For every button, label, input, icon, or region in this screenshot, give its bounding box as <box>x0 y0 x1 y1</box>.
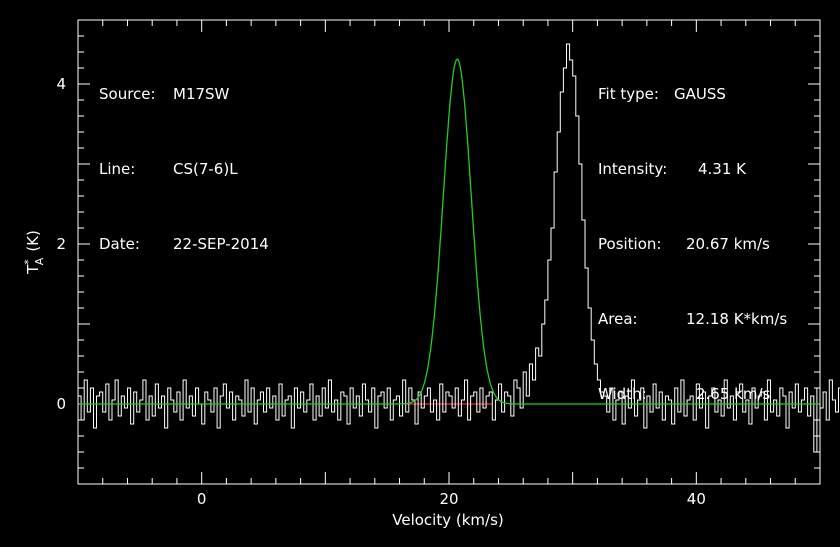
info-date-value: 22-SEP-2014 <box>173 235 269 253</box>
info-fit-type: Fit type: GAUSS <box>598 82 787 107</box>
info-source: Source: M17SW <box>99 82 269 107</box>
y-axis-label-main: T <box>24 264 42 275</box>
spectrum-line <box>78 43 840 453</box>
tick-labels: 0 20 40 0 2 4 <box>56 75 705 508</box>
info-intensity: Intensity: 4.31 K <box>598 157 787 182</box>
y-axis-label-sup: * <box>22 259 35 265</box>
info-area-value: 12.18 K*km/s <box>686 310 788 328</box>
info-intensity-label: Intensity: <box>598 160 668 178</box>
info-fit-type-value: GAUSS <box>674 85 726 103</box>
info-date-label: Date: <box>99 235 140 253</box>
y-axis-label: T*A (K) <box>22 230 46 275</box>
x-axis-label: Velocity (km/s) <box>392 511 503 529</box>
y-axis-label-sub: A <box>33 257 46 265</box>
info-area-label: Area: <box>598 310 638 328</box>
info-source-label: Source: <box>99 85 156 103</box>
info-right: Fit type: GAUSS Intensity: 4.31 K Position… <box>598 32 787 432</box>
spectrum-layer <box>78 43 840 453</box>
gaussian-fit-line <box>78 58 820 405</box>
info-line: Line: CS(7-6)L <box>99 157 269 182</box>
info-position-value: 20.67 km/s <box>686 235 770 253</box>
info-left: Source: M17SW Line: CS(7-6)L Date: 22-SEP-2… <box>99 32 269 282</box>
y-axis-label-group: T*A (K) <box>22 230 46 275</box>
info-width: Width: 2.65 km/s <box>598 382 787 407</box>
info-date: Date: 22-SEP-2014 <box>99 232 269 257</box>
y-axis-label-unit: (K) <box>24 230 42 252</box>
info-position: Position: 20.67 km/s <box>598 232 787 257</box>
fit-layer <box>78 58 820 405</box>
y-tick-label: 0 <box>56 395 66 413</box>
info-width-label: Width: <box>598 385 647 403</box>
x-tick-label: 0 <box>197 490 207 508</box>
info-line-label: Line: <box>99 160 136 178</box>
info-fit-type-label: Fit type: <box>598 85 659 103</box>
info-position-label: Position: <box>598 235 662 253</box>
info-line-value: CS(7-6)L <box>173 160 238 178</box>
y-tick-label: 4 <box>56 75 66 93</box>
y-tick-label: 2 <box>56 235 66 253</box>
info-intensity-value: 4.31 K <box>698 160 747 178</box>
info-area: Area: 12.18 K*km/s <box>598 307 787 332</box>
plot-frame <box>77 19 821 485</box>
x-tick-label: 40 <box>687 490 706 508</box>
info-width-value: 2.65 km/s <box>696 385 771 403</box>
x-tick-label: 20 <box>439 490 458 508</box>
info-source-value: M17SW <box>173 85 230 103</box>
